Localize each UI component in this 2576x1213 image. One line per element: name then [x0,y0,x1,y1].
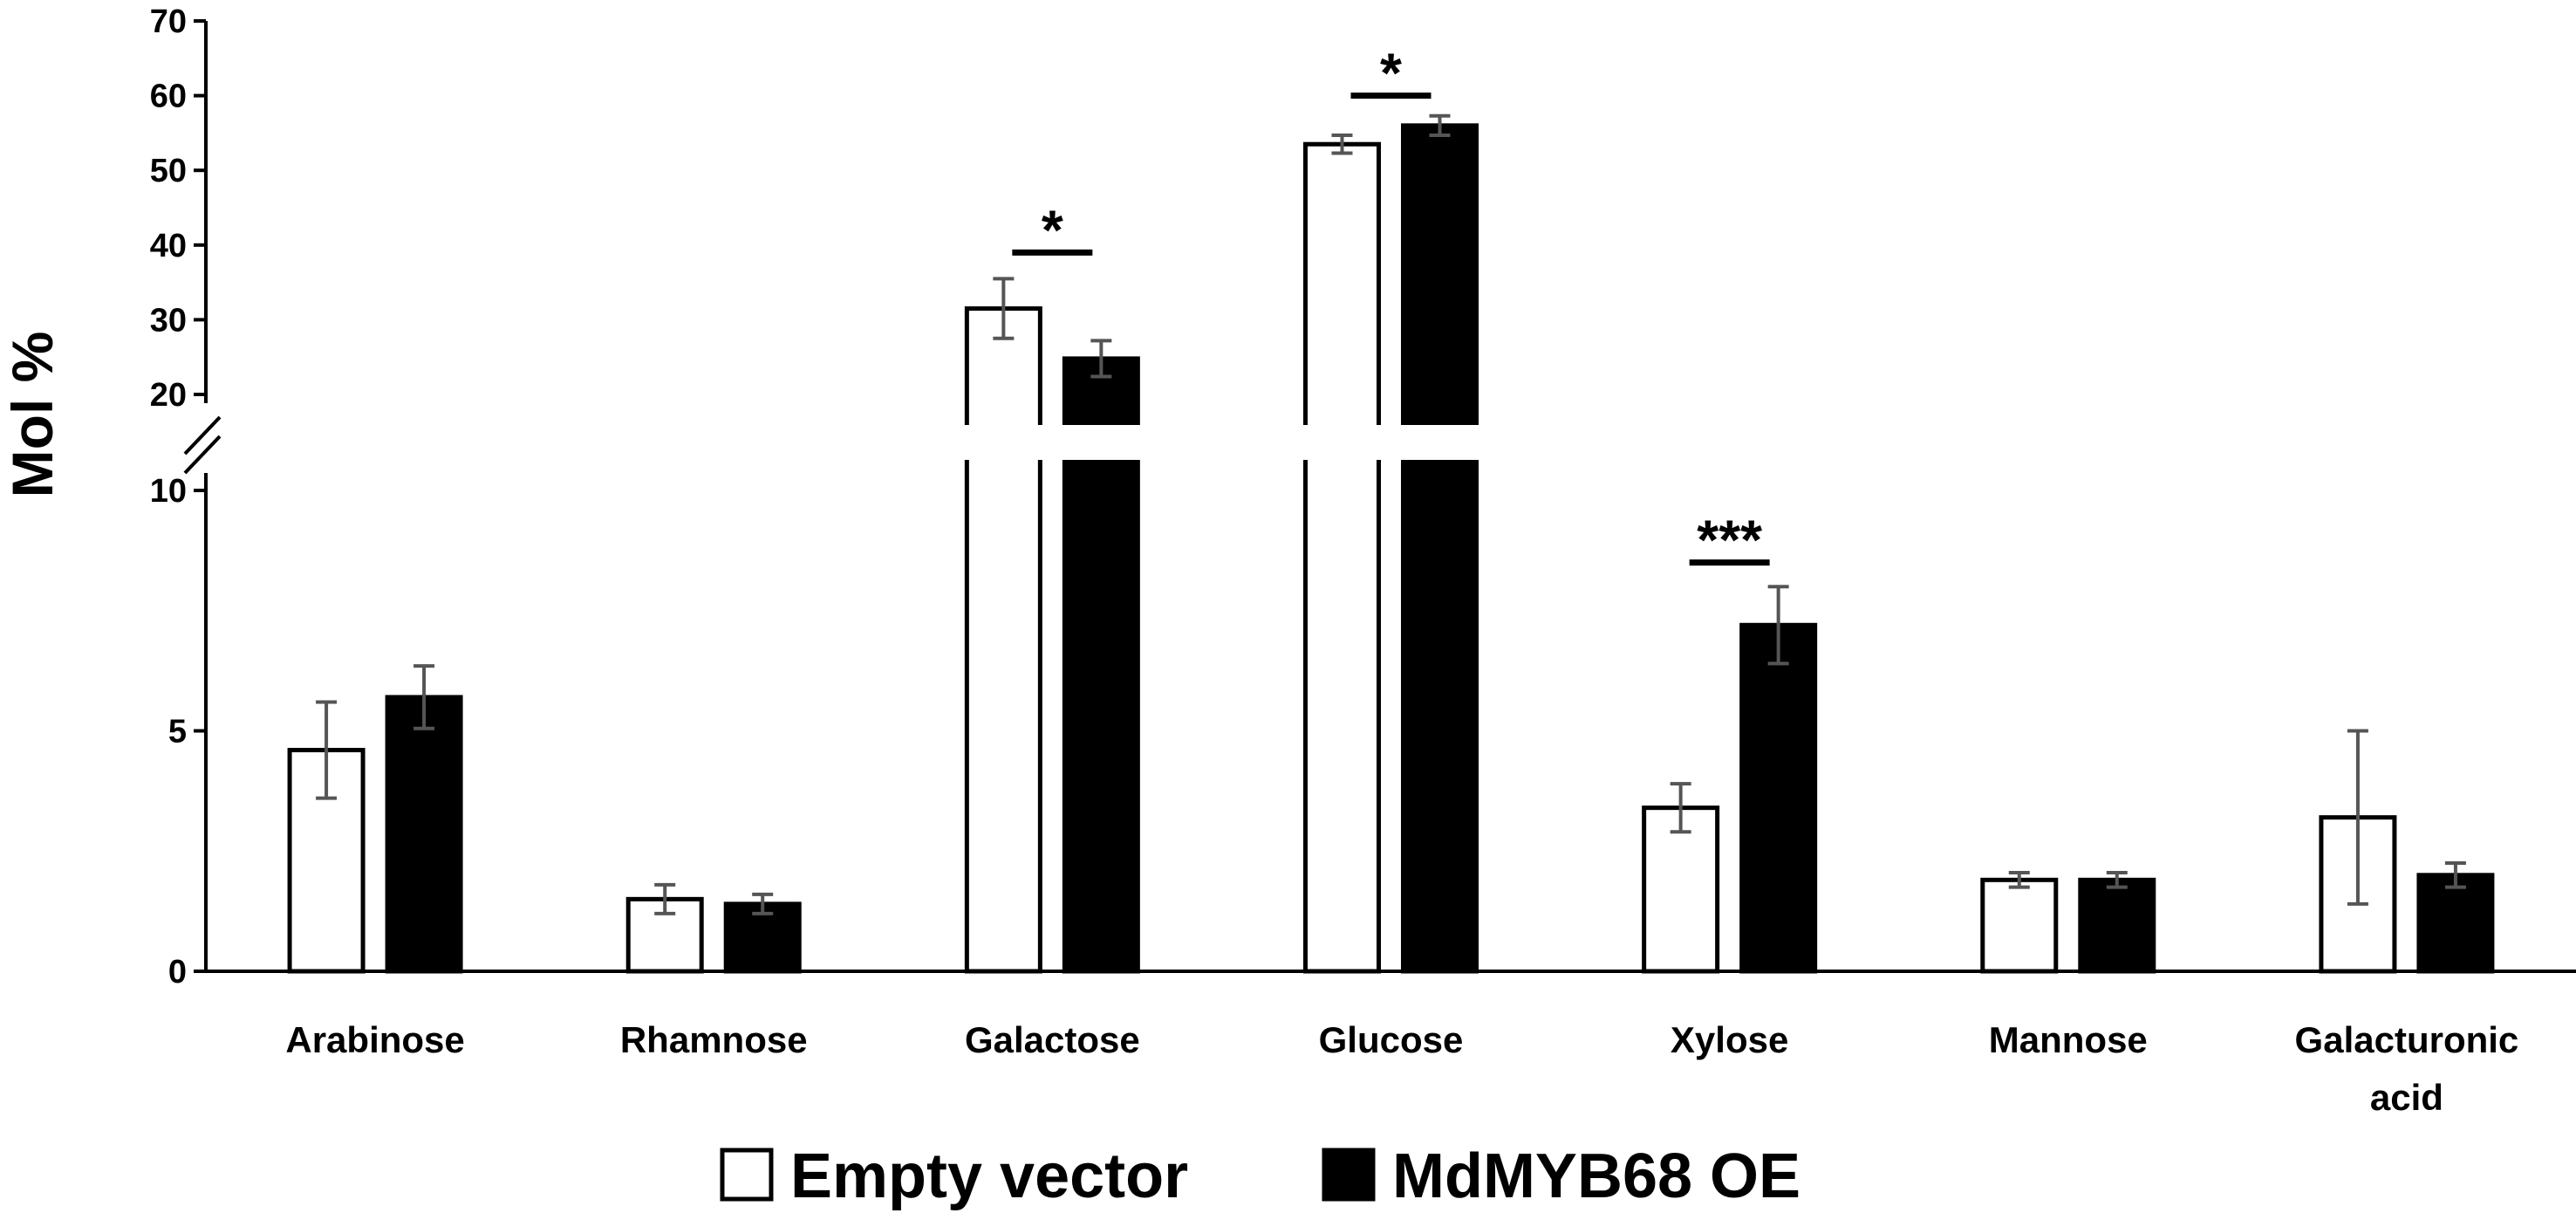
error-bars [316,113,2466,915]
bars [287,123,2495,974]
bar-break-gap [1059,425,1144,460]
category-label: Arabinose [285,1019,464,1060]
bar-break-gap [961,425,1046,460]
bar [1401,123,1479,974]
legend-label: MdMYB68 OE [1392,1141,1800,1211]
bar [2078,877,2156,974]
category-label: Glucose [1319,1019,1464,1060]
y-tick-label: 40 [150,228,187,264]
legend: Empty vector MdMYB68 OE [720,1141,1800,1211]
category-label: acid [2370,1077,2443,1118]
bar [964,306,1042,974]
axis-break-mark [183,415,222,456]
bar [1642,805,1720,974]
y-axis-label: Mol % [0,332,65,498]
y-tick-label: 60 [150,79,187,115]
y-tick-label: 10 [150,473,187,510]
legend-label: Empty vector [790,1141,1188,1211]
bar [287,748,366,974]
bar [2416,873,2495,974]
category-label: Rhamnose [620,1019,808,1060]
axes [183,19,2576,973]
significance-markers: ***** [1012,42,1770,572]
y-tick-label: 30 [150,302,187,339]
significance-label: * [1042,198,1063,261]
bar [1739,622,1818,974]
significance-label: * [1380,42,1402,105]
y-tick-label: 0 [168,954,187,990]
y-tick-label: 50 [150,153,187,189]
bar [1303,141,1381,974]
bar-break-gap [1397,425,1482,460]
category-label: Xylose [1671,1019,1788,1060]
legend-swatch [1322,1148,1376,1202]
category-labels: Arabinose Rhamnose Galactose Glucose Xylose M… [285,1019,2518,1118]
category-label: Galacturonic [2295,1019,2519,1060]
axis-break-mark [183,435,222,475]
significance-label: *** [1697,509,1762,572]
y-tick-label: 70 [150,3,187,40]
y-tick-label: 5 [168,714,187,750]
category-label: Mannose [1989,1019,2148,1060]
y-tick-labels: 0 5 10 20 30 40 50 60 70 [150,3,187,990]
y-tick-label: 20 [150,377,187,414]
bar [1062,356,1140,974]
bar [385,695,463,974]
bar [1980,877,2059,974]
category-label: Galactose [965,1019,1140,1060]
bar-break-gap [1300,425,1384,460]
legend-swatch [720,1148,774,1202]
